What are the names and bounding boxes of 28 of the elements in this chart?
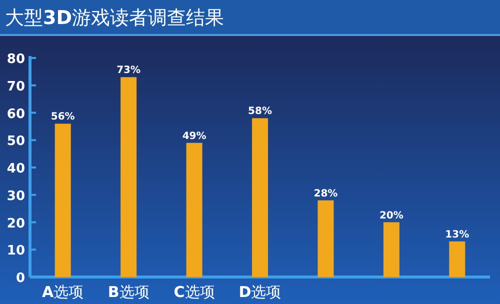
bar xyxy=(383,222,400,277)
x-tick-label: C选项 xyxy=(174,283,215,301)
bar xyxy=(318,200,334,277)
bar xyxy=(449,241,466,277)
y-tick-label: 80 xyxy=(6,52,25,67)
bar xyxy=(186,142,202,277)
y-tick-label: 40 xyxy=(6,162,25,176)
y-tick-label: 20 xyxy=(6,216,25,232)
x-tick-label: D选项 xyxy=(238,283,282,301)
chart-title: 大型3D游戏读者调查结果 xyxy=(5,7,224,29)
data-label: 58% xyxy=(248,106,272,118)
x-tick-label: A选项 xyxy=(42,283,84,301)
data-label: 28% xyxy=(314,188,338,200)
data-label: 49% xyxy=(182,130,206,142)
y-tick-label: 10 xyxy=(6,244,25,259)
y-tick-label: 30 xyxy=(6,188,25,204)
bar xyxy=(54,124,71,277)
data-label: 13% xyxy=(445,229,470,240)
data-label: 20% xyxy=(379,210,404,222)
bar xyxy=(252,118,268,277)
bar xyxy=(120,77,137,277)
data-label: 56% xyxy=(50,112,75,123)
y-tick-label: 60 xyxy=(6,106,25,122)
y-tick-label: 0 xyxy=(16,271,25,286)
x-tick-label: B选项 xyxy=(108,283,150,301)
y-tick-label: 50 xyxy=(6,134,25,150)
data-label: 73% xyxy=(116,65,141,76)
y-tick-label: 70 xyxy=(6,79,25,94)
